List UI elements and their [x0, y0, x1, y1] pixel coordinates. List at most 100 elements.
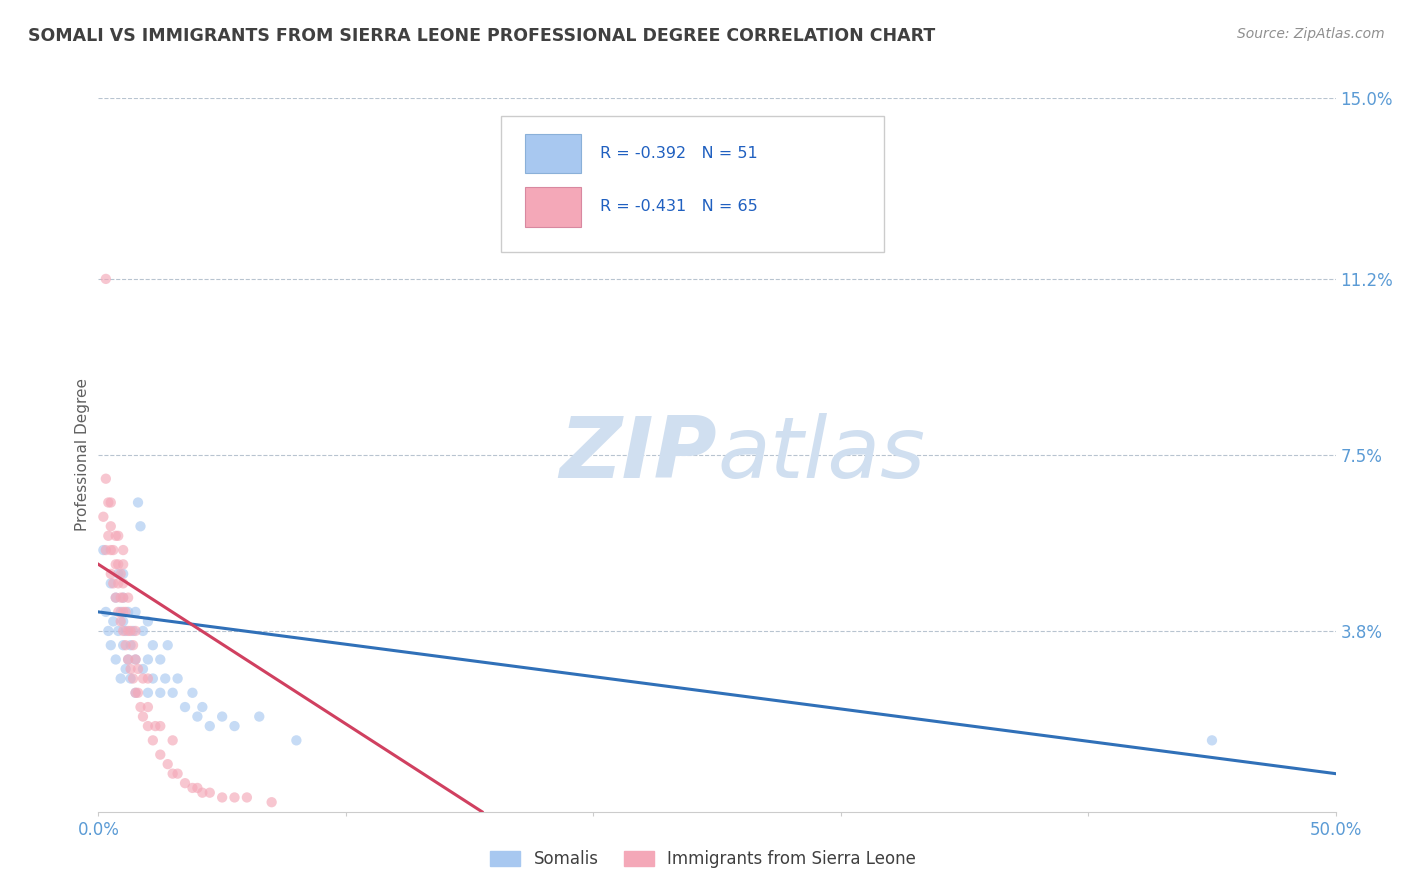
Point [97, 624, 120, 638]
Point [112, 566, 135, 581]
Point [100, 566, 122, 581]
Point [103, 543, 125, 558]
Point [142, 733, 165, 747]
Point [100, 576, 122, 591]
Point [100, 638, 122, 652]
Point [136, 700, 159, 714]
Point [104, 591, 127, 605]
Point [236, 790, 259, 805]
Point [112, 558, 135, 572]
Point [110, 672, 132, 686]
Point [174, 776, 197, 790]
Point [100, 543, 122, 558]
Point [117, 605, 139, 619]
Point [136, 672, 159, 686]
Point [186, 709, 208, 723]
Point [120, 624, 142, 638]
Point [155, 672, 177, 686]
Point [247, 709, 270, 723]
Point [107, 576, 129, 591]
Point [162, 766, 184, 780]
Point [100, 495, 122, 509]
Point [120, 638, 142, 652]
Point [142, 672, 165, 686]
Point [198, 719, 221, 733]
Point [117, 652, 139, 666]
Point [104, 529, 127, 543]
Point [112, 576, 135, 591]
Point [93, 543, 115, 558]
Point [112, 615, 135, 629]
Point [112, 543, 135, 558]
Point [110, 566, 132, 581]
Point [156, 638, 179, 652]
Point [142, 638, 165, 652]
FancyBboxPatch shape [501, 116, 884, 252]
Point [124, 624, 146, 638]
Y-axis label: Professional Degree: Professional Degree [75, 378, 90, 532]
Point [94, 472, 117, 486]
Point [162, 733, 184, 747]
Point [110, 591, 132, 605]
Point [114, 662, 136, 676]
Point [117, 652, 139, 666]
Point [104, 558, 127, 572]
Point [211, 709, 233, 723]
Point [117, 591, 139, 605]
Point [114, 605, 136, 619]
Point [136, 615, 159, 629]
Point [104, 652, 127, 666]
Text: R = -0.392   N = 51: R = -0.392 N = 51 [599, 146, 758, 161]
Point [94, 605, 117, 619]
Point [143, 719, 166, 733]
Point [149, 686, 172, 700]
Point [124, 605, 146, 619]
Text: atlas: atlas [717, 413, 925, 497]
Point [93, 509, 115, 524]
Point [132, 624, 155, 638]
Point [198, 786, 221, 800]
Point [107, 529, 129, 543]
Point [211, 790, 233, 805]
Point [112, 591, 135, 605]
Point [191, 700, 214, 714]
Point [110, 615, 132, 629]
Point [136, 686, 159, 700]
Point [132, 662, 155, 676]
Point [162, 686, 184, 700]
Point [124, 686, 146, 700]
Point [97, 495, 120, 509]
Point [103, 615, 125, 629]
Point [124, 652, 146, 666]
Point [156, 757, 179, 772]
Point [122, 672, 145, 686]
Point [166, 766, 188, 780]
Text: Source: ZipAtlas.com: Source: ZipAtlas.com [1237, 27, 1385, 41]
Text: ZIP: ZIP [560, 413, 717, 497]
Point [174, 700, 197, 714]
Point [285, 733, 308, 747]
Point [122, 624, 145, 638]
Point [112, 638, 135, 652]
Point [124, 686, 146, 700]
Point [104, 591, 127, 605]
Point [127, 495, 149, 509]
Bar [526, 187, 581, 227]
Point [127, 686, 149, 700]
Point [122, 638, 145, 652]
Point [129, 519, 152, 533]
Point [112, 624, 135, 638]
Point [149, 719, 172, 733]
Point [181, 780, 204, 795]
Point [120, 672, 142, 686]
Point [114, 638, 136, 652]
Point [97, 529, 120, 543]
Point [94, 272, 117, 286]
Text: SOMALI VS IMMIGRANTS FROM SIERRA LEONE PROFESSIONAL DEGREE CORRELATION CHART: SOMALI VS IMMIGRANTS FROM SIERRA LEONE P… [28, 27, 935, 45]
Point [112, 591, 135, 605]
Point [107, 558, 129, 572]
Point [127, 662, 149, 676]
Text: R = -0.431   N = 65: R = -0.431 N = 65 [599, 200, 758, 214]
Point [260, 795, 283, 809]
Point [181, 686, 204, 700]
